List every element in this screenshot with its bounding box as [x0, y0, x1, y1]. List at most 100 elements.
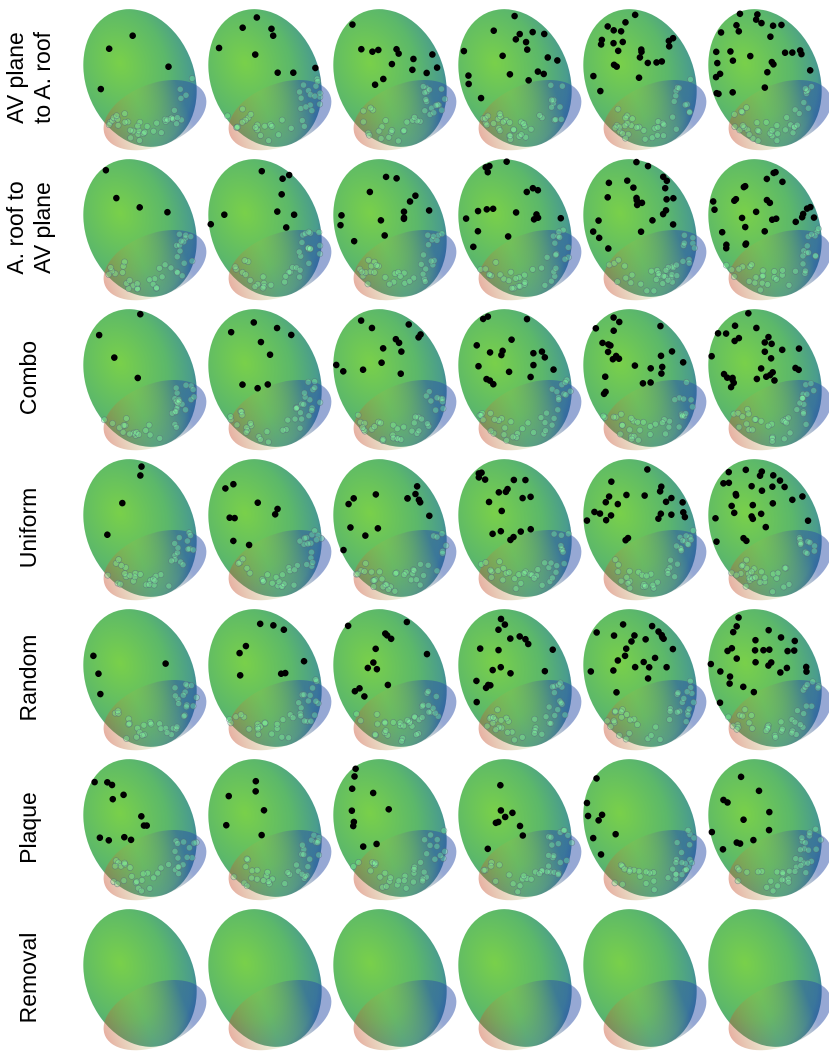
sample-point	[230, 537, 237, 545]
grey-point	[660, 272, 668, 280]
grey-point	[547, 833, 555, 841]
sample-point	[757, 510, 765, 518]
grey-point	[382, 883, 390, 890]
grey-point	[674, 708, 681, 716]
grey-point	[515, 571, 523, 578]
sample-point	[337, 221, 344, 229]
grey-point	[628, 435, 635, 443]
grey-point	[617, 708, 625, 716]
grey-point	[532, 724, 540, 732]
grey-point	[299, 841, 306, 849]
grey-point	[547, 81, 555, 89]
grey-point	[412, 413, 419, 421]
grey-point	[242, 863, 250, 871]
grey-point	[114, 122, 122, 129]
grey-point	[764, 281, 771, 288]
grey-point	[510, 126, 517, 133]
sample-point	[730, 509, 738, 517]
surface-base	[228, 829, 332, 901]
grey-point	[685, 256, 693, 263]
grey-point	[802, 85, 809, 92]
grey-point	[286, 711, 294, 719]
sample-point	[723, 374, 731, 381]
grey-point	[676, 534, 684, 541]
sample-point	[505, 368, 513, 376]
grey-point	[139, 731, 146, 739]
sample-point	[619, 621, 627, 628]
sample-point	[637, 228, 645, 235]
grey-point	[520, 570, 528, 577]
grey-point	[440, 827, 448, 834]
sample-point	[763, 175, 771, 183]
grey-point	[552, 251, 560, 259]
grey-point	[636, 426, 644, 434]
sample-point	[510, 533, 517, 541]
sample-point	[530, 349, 537, 357]
sample-point	[350, 818, 358, 826]
grey-point	[105, 121, 113, 129]
grey-point	[183, 703, 190, 711]
sample-point	[97, 85, 105, 93]
sample-point	[465, 72, 472, 79]
sample-point	[474, 207, 482, 215]
grey-point	[559, 548, 567, 556]
sample-point	[605, 493, 613, 500]
sample-point	[776, 477, 784, 484]
grey-point	[414, 117, 421, 125]
grey-point	[802, 421, 810, 428]
grey-point	[674, 689, 682, 697]
sample-point	[512, 36, 520, 43]
grey-point	[555, 840, 562, 847]
heart-render	[708, 759, 829, 901]
sample-point	[91, 778, 98, 786]
grey-point	[268, 123, 276, 130]
sample-point	[473, 677, 480, 685]
sample-point	[348, 785, 356, 793]
sample-point	[792, 218, 800, 226]
grey-point	[117, 580, 124, 588]
grey-point	[255, 731, 262, 738]
grey-point	[239, 555, 247, 563]
grey-point	[549, 683, 556, 691]
sample-point	[120, 791, 127, 799]
grey-point	[296, 273, 303, 281]
sample-point	[610, 314, 617, 321]
grey-point	[781, 435, 788, 443]
sample-point	[509, 809, 516, 817]
grey-point	[259, 273, 267, 281]
grey-point	[301, 534, 309, 542]
grey-point	[180, 259, 188, 267]
sample-point	[484, 845, 492, 853]
grey-point	[479, 416, 487, 424]
sample-point	[281, 669, 289, 677]
sample-point	[534, 186, 542, 194]
grey-point	[779, 271, 786, 279]
grey-point	[477, 266, 484, 273]
sample-point	[403, 618, 411, 626]
row-label: to A. roof	[29, 31, 55, 124]
sample-point	[373, 840, 380, 848]
surface-base	[103, 79, 207, 151]
grey-point	[115, 859, 122, 867]
grey-point	[804, 538, 812, 545]
grey-point	[550, 232, 557, 240]
grey-point	[125, 285, 132, 292]
grey-point	[672, 87, 680, 95]
sample-point	[136, 204, 144, 211]
sample-point	[479, 315, 487, 323]
sample-point	[522, 476, 529, 484]
grey-point	[561, 711, 569, 719]
grey-point	[123, 280, 130, 287]
grey-point	[404, 716, 411, 724]
grey-point	[114, 707, 122, 715]
grey-point	[284, 869, 292, 876]
sample-point	[425, 207, 433, 214]
grey-point	[520, 872, 528, 880]
sample-point	[260, 806, 268, 814]
surface-base	[353, 679, 457, 751]
grey-point	[757, 286, 764, 294]
grey-point	[432, 102, 440, 109]
grey-point	[558, 531, 565, 539]
sample-point	[498, 351, 505, 359]
sample-point	[760, 646, 767, 654]
